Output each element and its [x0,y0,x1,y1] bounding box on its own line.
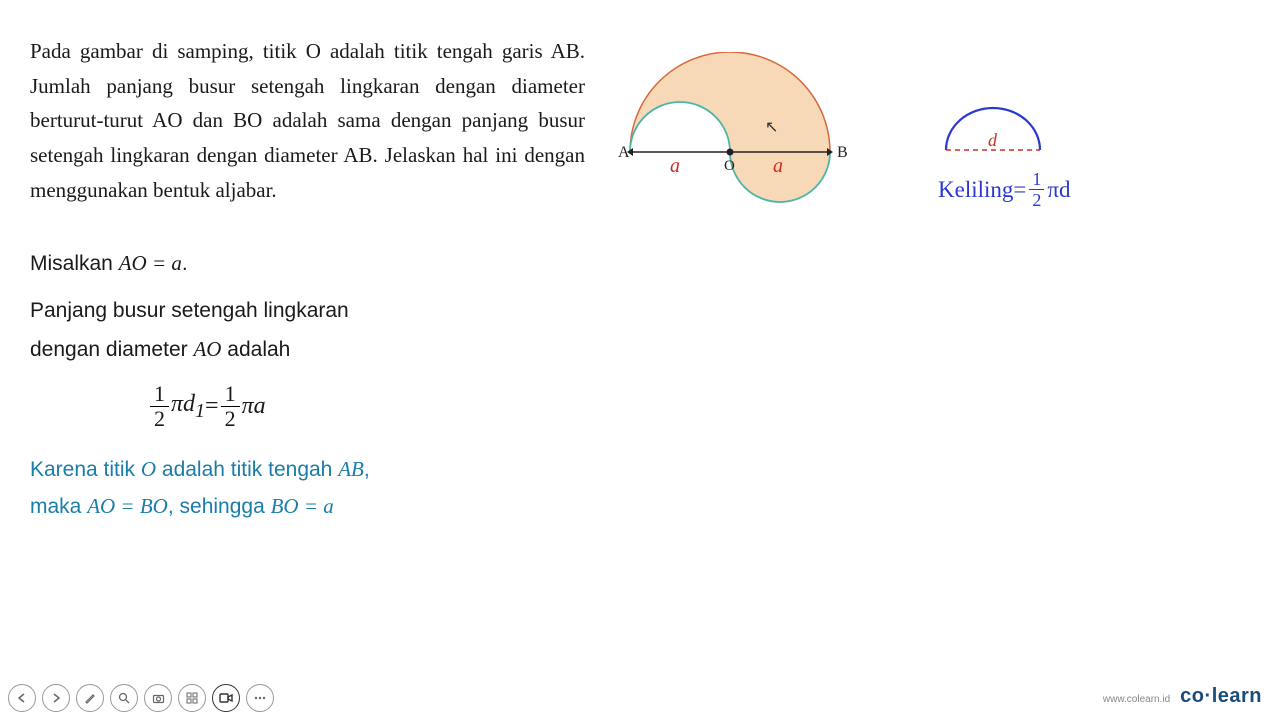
logo-dot: · [1205,685,1212,707]
numerator: 1 [1029,170,1044,190]
hint-fraction: 1 2 [1029,170,1044,209]
video-button[interactable] [212,684,240,712]
conclusion-line-1: Karena titik O adalah titik tengah AB, [30,454,1250,486]
footer: www.colearn.id co·learn [1103,685,1262,708]
point-o [727,149,734,156]
prev-button[interactable] [8,684,36,712]
equals: = [1013,177,1026,203]
pen-button[interactable] [76,684,104,712]
grid-button[interactable] [178,684,206,712]
hint-label: Keliling [938,177,1013,203]
footer-url: www.colearn.id [1103,694,1170,705]
more-button[interactable] [246,684,274,712]
label-o: O [724,158,735,174]
hint-tail: πd [1047,177,1070,203]
shaded-region [630,52,830,202]
main-diagram: A B O a a [615,52,855,227]
term: πa [242,388,266,425]
numerator: 1 [221,383,240,407]
hint-formula: Keliling = 1 2 πd [938,170,1071,209]
text: , sehingga [168,495,271,518]
text: maka [30,495,87,518]
math: AO = a [119,251,182,275]
term: πd1 [171,386,205,427]
annot-a1: a [670,155,680,177]
logo-post: learn [1212,685,1262,707]
equation: 1 2 πd1 = 1 2 πa [148,383,1250,430]
denominator: 2 [1029,190,1044,209]
text: dengan diameter [30,338,193,361]
text: , [364,458,370,481]
math: O [141,457,156,481]
search-button[interactable] [110,684,138,712]
hint-diagram: d Keliling = 1 2 πd [938,102,1071,209]
logo-pre: co [1180,685,1204,707]
denominator: 2 [150,407,169,430]
fraction-2: 1 2 [221,383,240,430]
math: AO [193,337,221,361]
annot-a2: a [773,155,783,177]
footer-logo: co·learn [1180,685,1262,708]
math: AO = BO [87,494,168,518]
camera-button[interactable] [144,684,172,712]
solution-line-2: Panjang busur setengah lingkaran [30,295,1250,328]
next-button[interactable] [42,684,70,712]
numerator: 1 [150,383,169,407]
toolbar [8,684,274,712]
text: . [182,252,188,275]
text: πd [171,391,195,417]
text: adalah titik tengah [156,458,338,481]
fraction-1: 1 2 [150,383,169,430]
label-b: B [837,144,848,161]
solution-line-1: Misalkan AO = a. [30,247,1250,281]
subscript: 1 [195,400,205,422]
solution-block: Misalkan AO = a. Panjang busur setengah … [30,247,1250,523]
problem-text: Pada gambar di samping, titik O adalah t… [30,34,585,207]
equals: = [205,388,219,425]
solution-line-3: dengan diameter AO adalah [30,333,1250,367]
math: AB [338,457,364,481]
text: adalah [221,338,290,361]
math: BO = a [271,494,334,518]
hint-d-label: d [988,130,998,150]
conclusion: Karena titik O adalah titik tengah AB, m… [30,454,1250,523]
text: Misalkan [30,252,119,275]
text: Karena titik [30,458,141,481]
conclusion-line-2: maka AO = BO, sehingga BO = a [30,491,1250,523]
label-a: A [618,144,630,161]
denominator: 2 [221,407,240,430]
